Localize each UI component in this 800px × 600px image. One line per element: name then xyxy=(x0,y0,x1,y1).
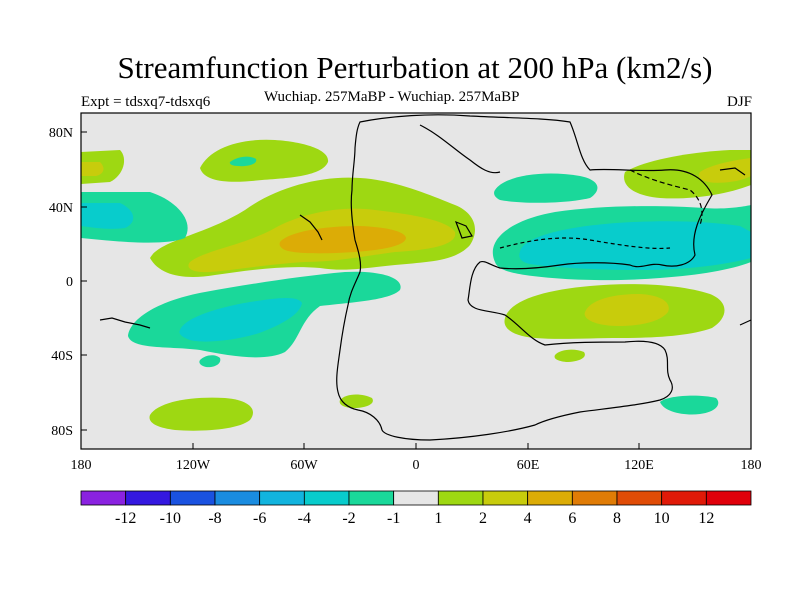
lon-tick-120w: 120W xyxy=(176,458,211,473)
colorbar-swatch xyxy=(616,490,663,506)
lat-tick-40s: 40S xyxy=(51,349,73,364)
colorbar-swatch xyxy=(303,490,350,506)
lon-tick-180w: 180 xyxy=(71,458,92,473)
contour-ne-teal xyxy=(494,173,598,203)
lat-tick-40n: 40N xyxy=(49,201,73,216)
colorbar-label: 2 xyxy=(479,510,487,527)
colorbar-swatch xyxy=(482,490,529,506)
contour-satl-green xyxy=(339,394,373,408)
lon-axis: 180 120W 60W 0 60E 120E 180 xyxy=(71,443,762,473)
colorbar-label: 4 xyxy=(524,510,532,527)
lat-tick-0: 0 xyxy=(66,275,73,290)
contour-npac-green xyxy=(200,139,329,182)
contour-io-yellow xyxy=(584,294,669,326)
lat-tick-80n: 80N xyxy=(49,126,73,141)
season-label: DJF xyxy=(726,94,752,110)
coastline-small-island-2 xyxy=(454,220,473,239)
lon-tick-0: 0 xyxy=(413,458,420,473)
colorbar-label: -6 xyxy=(253,510,266,527)
lat-axis: 80N 40N 0 40S 80S xyxy=(49,126,87,439)
colorbar: -12 -10 -8 -6 -4 -2 -1 1 2 4 6 8 10 12 xyxy=(80,490,752,527)
colorbar-label: 10 xyxy=(654,510,670,527)
contour-sh-small-teal xyxy=(199,355,221,368)
coastline-west-pacific-island xyxy=(99,317,151,329)
colorbar-swatch xyxy=(259,490,305,506)
experiment-label: Expt = tdsxq7-tdsxq6 xyxy=(81,94,211,110)
colorbar-label: 12 xyxy=(698,510,714,527)
contour-westedge-yellow xyxy=(81,162,104,176)
colorbar-swatch xyxy=(571,490,618,506)
coastline-tethys-dashes xyxy=(499,237,671,250)
colorbar-swatch xyxy=(348,490,395,506)
contour-io-small-green xyxy=(554,349,585,362)
contour-westedge-cyan xyxy=(81,203,134,229)
colorbar-label: -2 xyxy=(342,510,355,527)
lon-tick-120e: 120E xyxy=(624,458,654,473)
colorbar-label: -10 xyxy=(160,510,181,527)
coastline-east-fragments xyxy=(719,167,751,326)
plot-title: Streamfunction Perturbation at 200 hPa (… xyxy=(117,50,713,85)
coastline-small-island-1 xyxy=(299,214,323,241)
colorbar-swatch xyxy=(393,490,439,506)
contour-spac-green xyxy=(149,397,253,431)
contour-fill-layer xyxy=(81,139,751,431)
colorbar-swatch xyxy=(125,490,171,506)
colorbar-label: -1 xyxy=(387,510,400,527)
colorbar-swatch xyxy=(80,490,127,506)
coastline-east-islands xyxy=(629,169,703,226)
contour-ne-yellow xyxy=(698,158,751,183)
coastline-north-ridge xyxy=(419,124,501,174)
colorbar-label: 1 xyxy=(434,510,442,527)
contour-nh-orange xyxy=(279,226,406,254)
colorbar-label: -4 xyxy=(298,510,311,527)
colorbar-label: -12 xyxy=(115,510,136,527)
colorbar-swatch xyxy=(661,490,707,506)
lon-tick-60w: 60W xyxy=(290,458,318,473)
contour-ne-green xyxy=(624,150,751,199)
colorbar-label: -8 xyxy=(208,510,221,527)
lon-tick-180e: 180 xyxy=(741,458,762,473)
contour-sh-cyan xyxy=(179,297,302,342)
period-label: Wuchiap. 257MaBP - Wuchiap. 257MaBP xyxy=(264,89,520,105)
colorbar-label: 6 xyxy=(568,510,576,527)
coastline-layer xyxy=(99,114,751,441)
lat-tick-80s: 80S xyxy=(51,424,73,439)
contour-npac-teal xyxy=(229,156,257,167)
colorbar-swatch xyxy=(437,490,484,506)
colorbar-swatch xyxy=(169,490,216,506)
contour-sio-teal xyxy=(660,395,719,415)
colorbar-label: 8 xyxy=(613,510,621,527)
lon-tick-60e: 60E xyxy=(517,458,540,473)
colorbar-swatch xyxy=(705,490,752,506)
coastline-pangaea xyxy=(336,114,713,441)
colorbar-swatch xyxy=(527,490,573,506)
colorbar-swatch xyxy=(214,490,261,506)
